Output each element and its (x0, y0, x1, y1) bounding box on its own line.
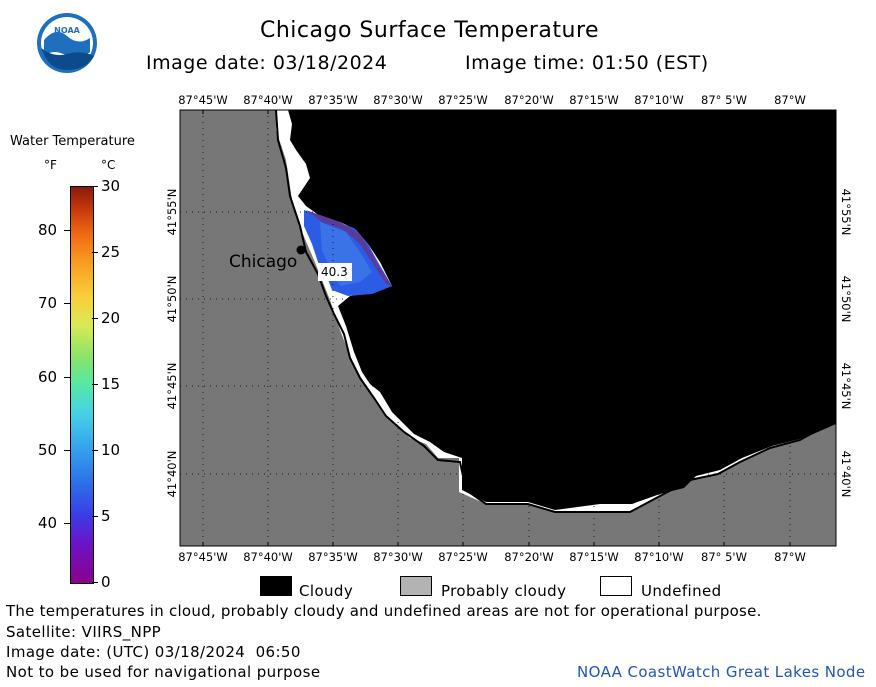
latitude-label-left: 41°45'N (165, 363, 179, 410)
shoreline (275, 109, 837, 513)
noaa-logo-text: NOAA (54, 26, 80, 35)
latitude-label-left: 41°40'N (165, 451, 179, 498)
colorbar-f-tick (64, 523, 70, 525)
longitude-label-bottom: 87°10'W (634, 550, 684, 564)
grid-lines (180, 110, 836, 546)
colorbar-c-tick (92, 318, 98, 319)
latitude-label-right: 41°55'N (839, 189, 853, 236)
city-label: Chicago (229, 252, 298, 272)
longitude-label-bottom: 87° 5'W (701, 550, 747, 564)
colorbar-f-label: 60 (38, 367, 58, 386)
colorbar-c-tick (92, 516, 98, 517)
latitude-label-left: 41°50'N (165, 276, 179, 323)
colorbar-unit-f: °F (44, 158, 57, 172)
longitude-label-bottom: 87°W (774, 550, 806, 564)
longitude-label-bottom: 87°30'W (373, 550, 423, 564)
longitude-label-top: 87°45'W (178, 93, 228, 107)
longitude-label-top: 87°10'W (634, 93, 684, 107)
colorbar-c-label: 30 (101, 177, 121, 195)
longitude-label-bottom: 87°35'W (308, 550, 358, 564)
latitude-label-right: 41°50'N (839, 276, 853, 323)
colorbar-f-tick (64, 376, 70, 378)
longitude-label-bottom: 87°15'W (569, 550, 619, 564)
colorbar-title: Water Temperature (10, 134, 135, 149)
map-frame (179, 109, 837, 547)
satellite: Satellite: VIIRS_NPP (6, 623, 162, 641)
legend-cloudy: Cloudy (299, 582, 354, 600)
page-title: Chicago Surface Temperature (260, 18, 600, 43)
longitude-label-top: 87°40'W (243, 93, 293, 107)
colorbar-c-label: 10 (101, 441, 121, 459)
colorbar-f-tick (64, 450, 70, 451)
legend-swatch-probably-cloudy (400, 576, 432, 596)
navigation-note: Not to be used for navigational purpose (6, 663, 321, 681)
credit: NOAA CoastWatch Great Lakes Node (577, 663, 866, 681)
longitude-label-top: 87° 5'W (701, 93, 747, 107)
colorbar-f-label: 40 (38, 514, 58, 533)
latitude-label-left: 41°55'N (165, 189, 179, 236)
colorbar-c-tick (92, 186, 98, 187)
colorbar-f-label: 50 (38, 441, 58, 459)
longitude-label-top: 87°20'W (504, 93, 554, 107)
longitude-label-bottom: 87°45'W (178, 550, 228, 564)
image-time: Image time: 01:50 (EST) (465, 52, 709, 74)
longitude-label-top: 87°35'W (308, 93, 358, 107)
colorbar-f-label: 70 (38, 294, 58, 313)
colorbar-c-tick (92, 252, 98, 253)
longitude-label-bottom: 87°40'W (243, 550, 293, 564)
image-date: Image date: 03/18/2024 (146, 52, 388, 74)
utc-date: Image date: (UTC) 03/18/2024 06:50 (6, 643, 301, 661)
colorbar-f-label: 80 (38, 221, 58, 239)
longitude-label-top: 87°W (774, 93, 806, 107)
noaa-logo: NOAA (36, 12, 98, 74)
longitude-label-top: 87°30'W (373, 93, 423, 107)
chicago-marker (296, 245, 306, 255)
disclaimer: The temperatures in cloud, probably clou… (6, 602, 762, 620)
colorbar-f-tick (64, 230, 70, 231)
colorbar-c-label: 5 (101, 507, 111, 525)
colorbar-f-tick (64, 303, 70, 305)
colorbar-c-label: 25 (101, 243, 121, 261)
colorbar-c-tick (92, 384, 98, 385)
latitude-label-right: 41°45'N (839, 363, 853, 410)
colorbar-c-label: 20 (101, 309, 121, 327)
legend-swatch-cloudy (260, 576, 292, 596)
longitude-label-top: 87°15'W (569, 93, 619, 107)
longitude-label-bottom: 87°20'W (504, 550, 554, 564)
colorbar-c-label: 0 (101, 573, 111, 591)
sample-value: 40.3 (321, 265, 348, 279)
latitude-label-right: 41°40'N (839, 451, 853, 498)
colorbar-c-tick (92, 582, 98, 583)
longitude-label-bottom: 87°25'W (438, 550, 488, 564)
colorbar (70, 186, 94, 584)
legend-undefined: Undefined (641, 582, 722, 600)
cloudy-area (288, 110, 836, 510)
legend-swatch-undefined (600, 576, 632, 596)
legend-probably-cloudy: Probably cloudy (441, 582, 567, 600)
colorbar-unit-c: °C (101, 158, 116, 172)
colorbar-c-label: 15 (101, 375, 121, 393)
longitude-label-top: 87°25'W (438, 93, 488, 107)
colorbar-c-tick (92, 450, 98, 451)
